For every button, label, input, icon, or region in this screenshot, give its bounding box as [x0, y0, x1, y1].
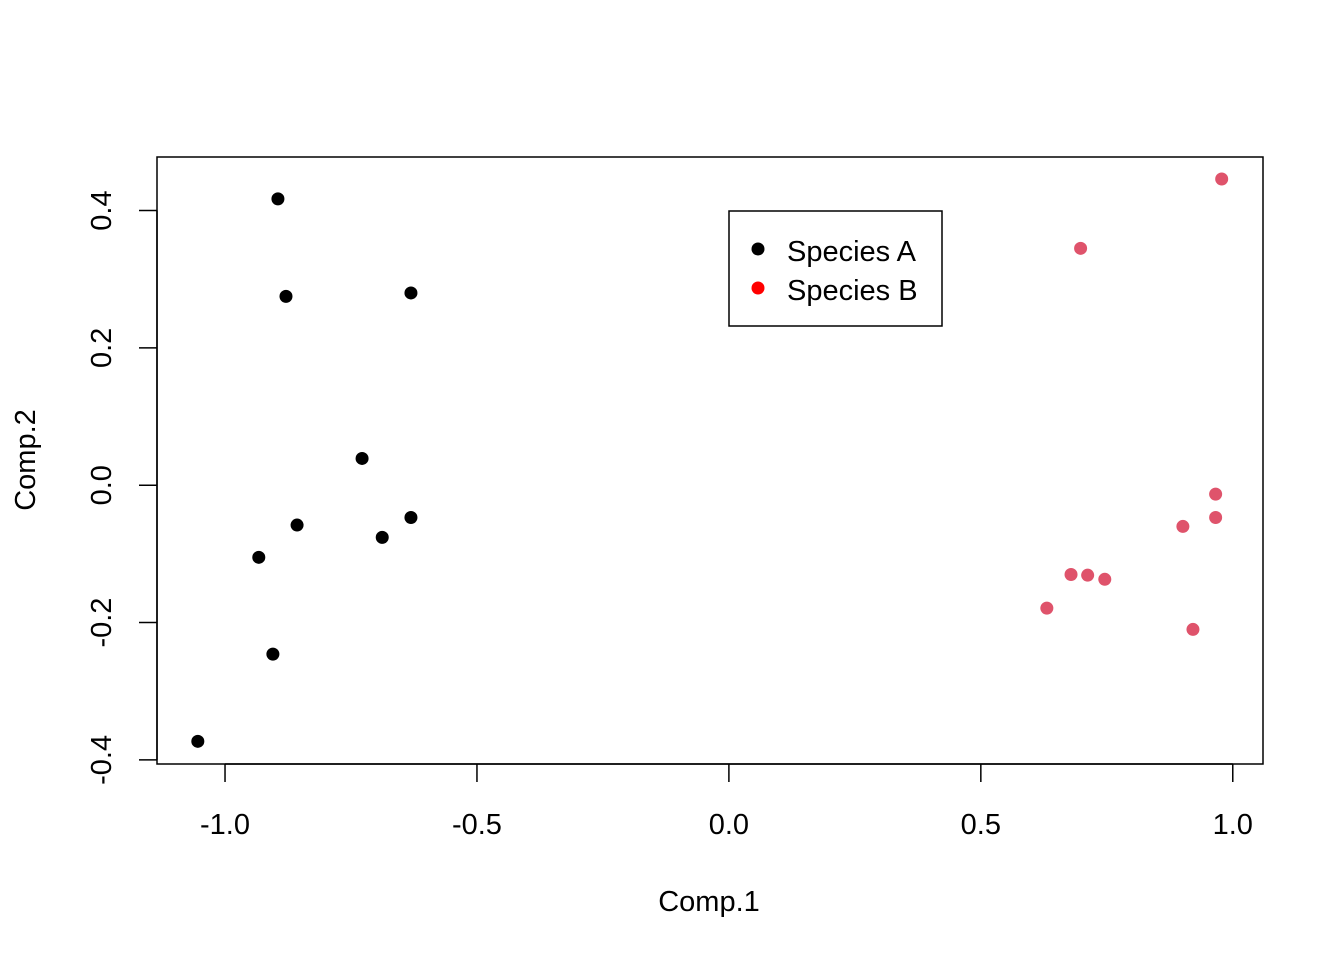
point-species-a	[271, 192, 285, 206]
point-species-a	[290, 518, 304, 532]
point-species-a	[266, 647, 280, 661]
point-species-b	[1186, 622, 1200, 636]
point-species-a	[355, 451, 369, 465]
x-tick-label: -1.0	[200, 809, 250, 841]
point-species-b	[1209, 487, 1223, 501]
y-tick-label: 0.0	[86, 465, 118, 505]
point-species-a	[404, 510, 418, 524]
y-axis-label: Comp.2	[10, 409, 42, 511]
legend: Species A Species B	[728, 210, 943, 327]
plot-frame	[156, 156, 1264, 765]
point-species-b	[1081, 568, 1095, 582]
x-axis: -1.0 -0.5 0.0 0.5 1.0	[200, 763, 1253, 841]
x-axis-label: Comp.1	[658, 886, 760, 918]
x-tick-label: 0.0	[709, 809, 749, 841]
point-species-b	[1176, 519, 1190, 533]
point-species-a	[252, 550, 266, 564]
point-species-b	[1040, 601, 1054, 615]
x-tick-label: 1.0	[1213, 809, 1253, 841]
point-species-b	[1098, 572, 1112, 586]
point-species-b	[1209, 510, 1223, 524]
y-tick-label: 0.2	[86, 328, 118, 368]
y-tick-label: 0.4	[86, 190, 118, 230]
point-species-a	[191, 734, 205, 748]
legend-label-species-a: Species A	[787, 236, 917, 268]
y-tick-label: -0.2	[86, 598, 118, 648]
point-species-a	[279, 289, 293, 303]
y-axis: -0.4 -0.2 0.0 0.2 0.4	[86, 190, 158, 785]
legend-box	[728, 210, 943, 327]
x-tick-label: 0.5	[961, 809, 1001, 841]
point-species-a	[404, 286, 418, 300]
x-tick-label: -0.5	[452, 809, 502, 841]
point-species-b	[1215, 172, 1229, 186]
legend-marker-species-a	[751, 242, 765, 256]
legend-label-species-b: Species B	[787, 275, 918, 307]
point-species-b	[1064, 567, 1078, 581]
legend-marker-species-b	[751, 281, 765, 295]
point-species-a	[375, 530, 389, 544]
y-tick-label: -0.4	[86, 735, 118, 785]
point-species-b	[1074, 241, 1088, 255]
data-points	[191, 172, 1229, 748]
